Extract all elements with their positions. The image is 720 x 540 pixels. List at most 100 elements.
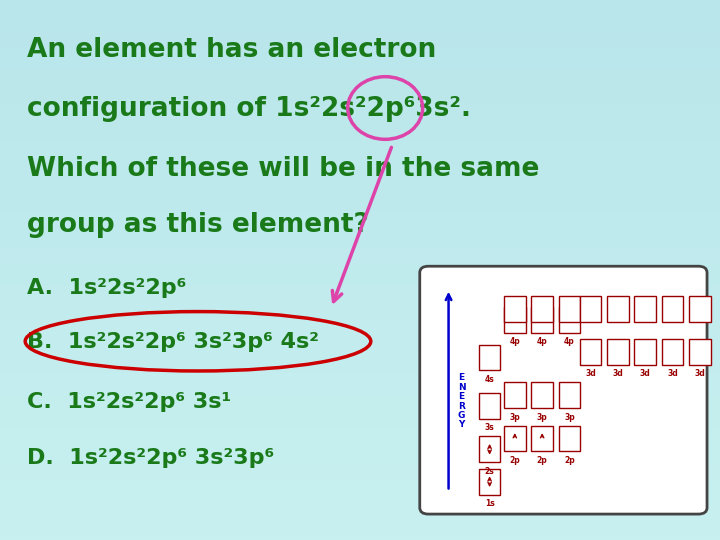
Bar	[0, 389, 720, 394]
Bar	[0, 529, 720, 535]
Bar	[0, 313, 720, 319]
Bar	[0, 238, 720, 243]
Bar	[0, 254, 720, 259]
Bar	[0, 475, 720, 481]
Text: 4p: 4p	[537, 337, 547, 346]
Bar	[0, 362, 720, 367]
Bar	[0, 11, 720, 16]
Text: 3d: 3d	[613, 369, 623, 379]
Bar	[479, 436, 500, 462]
Bar	[0, 173, 720, 178]
Text: C.  1s²2s²2p⁶ 3s¹: C. 1s²2s²2p⁶ 3s¹	[27, 392, 232, 411]
Text: 2p: 2p	[510, 456, 520, 465]
Bar	[0, 508, 720, 513]
Bar	[0, 32, 720, 38]
FancyBboxPatch shape	[420, 266, 707, 514]
Bar	[0, 92, 720, 97]
Bar	[0, 497, 720, 502]
Bar	[0, 454, 720, 459]
Bar	[0, 308, 720, 313]
Bar	[0, 324, 720, 329]
Bar	[0, 281, 720, 286]
Text: 3d: 3d	[667, 369, 678, 379]
Text: Which of these will be in the same: Which of these will be in the same	[27, 156, 540, 181]
Bar	[531, 426, 553, 451]
Bar	[0, 70, 720, 76]
Bar	[0, 437, 720, 443]
Bar	[559, 296, 580, 322]
Bar	[580, 339, 601, 365]
Bar	[0, 162, 720, 167]
Bar	[0, 227, 720, 232]
Bar	[504, 426, 526, 451]
Bar	[0, 275, 720, 281]
Text: 2p: 2p	[537, 456, 547, 465]
Bar	[0, 151, 720, 157]
Text: 3d: 3d	[640, 369, 650, 379]
Bar	[0, 200, 720, 205]
Bar	[0, 524, 720, 529]
Bar	[0, 0, 720, 5]
Bar	[0, 130, 720, 135]
Text: 3p: 3p	[537, 413, 547, 422]
Bar	[0, 5, 720, 11]
Bar	[0, 81, 720, 86]
Bar	[0, 513, 720, 518]
Text: 3s: 3s	[485, 423, 495, 433]
Bar	[0, 265, 720, 270]
Bar	[0, 383, 720, 389]
Bar	[0, 421, 720, 427]
Bar	[580, 296, 601, 322]
Bar	[0, 232, 720, 238]
Bar	[0, 502, 720, 508]
Bar	[0, 405, 720, 410]
Bar	[0, 518, 720, 524]
Bar	[0, 221, 720, 227]
Text: 2s: 2s	[485, 467, 495, 476]
Bar	[0, 157, 720, 162]
Bar	[0, 184, 720, 189]
Bar	[0, 486, 720, 491]
Text: 4p: 4p	[510, 337, 520, 346]
Bar	[0, 211, 720, 216]
Bar	[0, 178, 720, 184]
Bar	[0, 86, 720, 92]
Bar	[504, 382, 526, 408]
Bar	[662, 339, 683, 365]
Text: A.  1s²2s²2p⁶: A. 1s²2s²2p⁶	[27, 278, 186, 298]
Text: D.  1s²2s²2p⁶ 3s²3p⁶: D. 1s²2s²2p⁶ 3s²3p⁶	[27, 448, 274, 468]
Bar	[0, 167, 720, 173]
Bar	[0, 302, 720, 308]
Bar	[0, 22, 720, 27]
Bar	[0, 470, 720, 475]
Bar	[0, 535, 720, 540]
Bar	[0, 205, 720, 211]
Text: 3p: 3p	[564, 413, 575, 422]
Bar	[479, 393, 500, 419]
Bar	[0, 59, 720, 65]
Bar	[0, 270, 720, 275]
Bar	[0, 43, 720, 49]
Bar	[0, 340, 720, 346]
Bar	[0, 416, 720, 421]
Bar	[634, 339, 656, 365]
Bar	[0, 216, 720, 221]
Bar	[0, 16, 720, 22]
Bar	[0, 97, 720, 103]
Text: 4s: 4s	[485, 375, 495, 384]
Bar	[0, 394, 720, 400]
Bar	[0, 400, 720, 405]
Text: 3p: 3p	[510, 413, 520, 422]
Bar	[689, 339, 711, 365]
Text: 4p: 4p	[564, 337, 575, 346]
Bar	[559, 307, 580, 333]
Bar	[0, 108, 720, 113]
Bar	[607, 339, 629, 365]
Bar	[0, 194, 720, 200]
Bar	[531, 296, 553, 322]
Bar	[0, 119, 720, 124]
Text: 1s: 1s	[485, 499, 495, 508]
Bar	[0, 464, 720, 470]
Bar	[0, 427, 720, 432]
Bar	[479, 469, 500, 495]
